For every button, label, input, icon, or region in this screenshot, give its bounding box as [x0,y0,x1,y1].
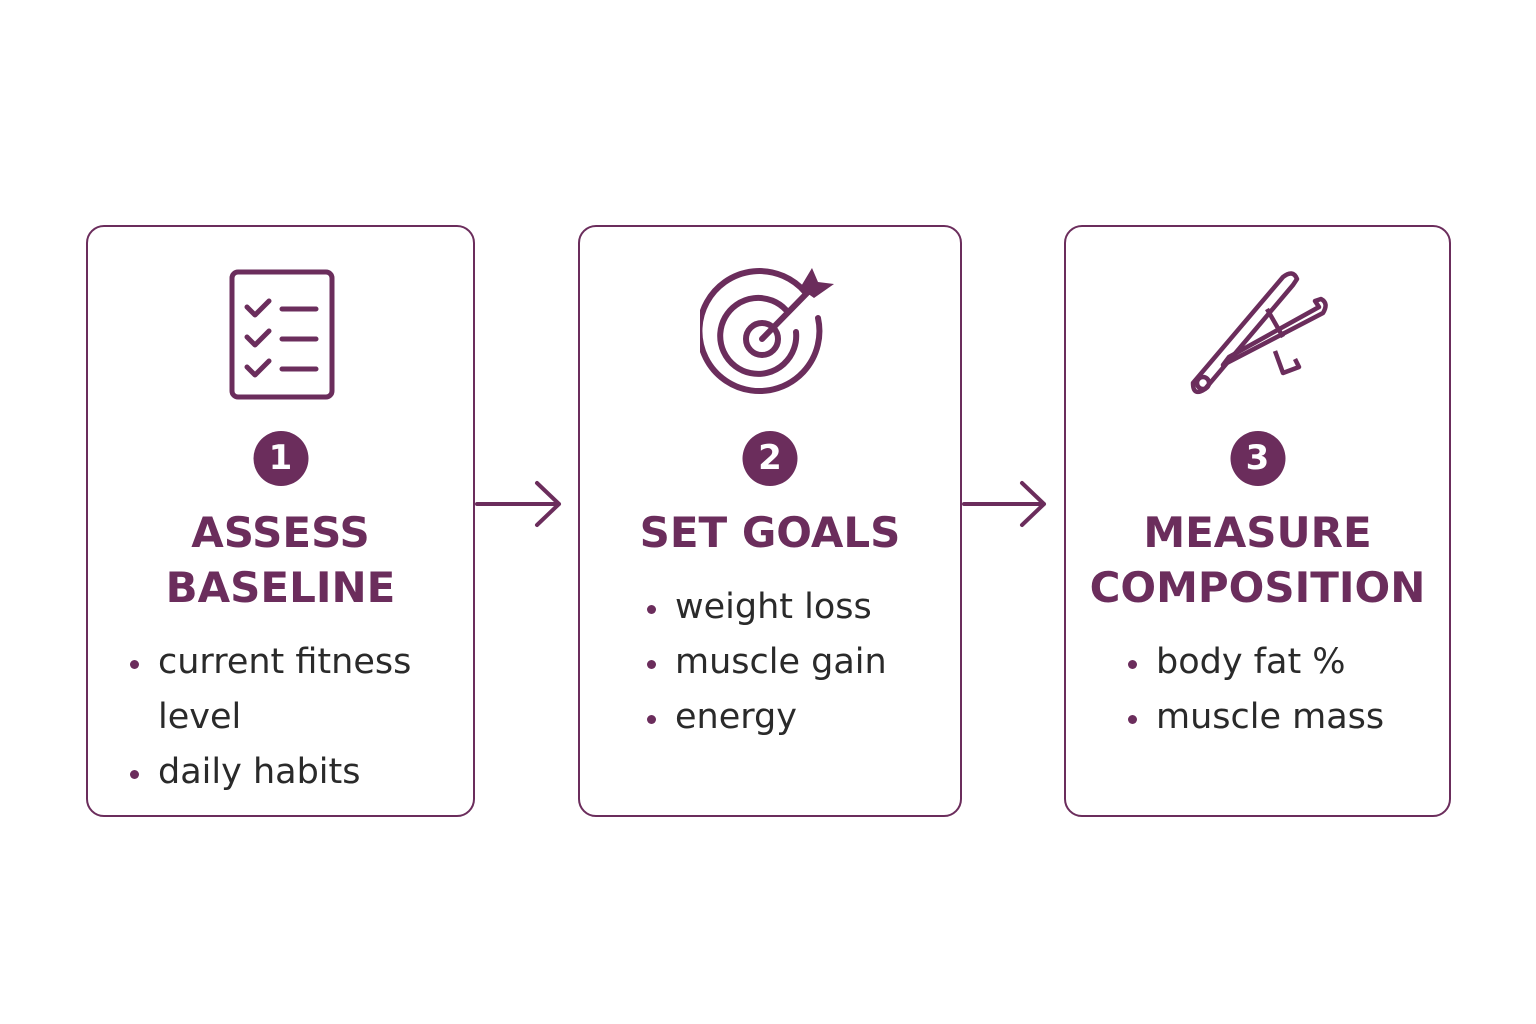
step-number: 1 [253,431,308,486]
step-number: 3 [1230,431,1285,486]
step-card-assess-baseline: 1 ASSESS BASELINE current fitness level … [86,225,475,817]
bullet-list: body fat % muscle mass [1128,635,1438,745]
bullet-list: current fitness level daily habits [130,635,450,800]
arrow-right-icon [962,481,1046,527]
step-title: MEASURE COMPOSITION [1089,508,1426,612]
bullet-list: weight loss muscle gain energy [647,580,947,745]
list-item: body fat % [1128,635,1438,690]
list-item: current fitness level [130,635,450,745]
list-item: weight loss [647,580,947,635]
step-number: 2 [742,431,798,486]
checklist-icon [229,269,335,400]
step-card-measure-composition: 3 MEASURE COMPOSITION body fat % muscle … [1064,225,1451,817]
list-item: muscle mass [1128,690,1438,745]
list-item: energy [647,690,947,745]
step-title: ASSESS BASELINE [165,508,396,612]
step-title: SET GOALS [639,508,901,557]
caliper-icon [1190,271,1328,395]
arrow-right-icon [475,481,561,527]
list-item: daily habits [130,745,450,800]
list-item: muscle gain [647,635,947,690]
target-icon [700,268,834,394]
step-card-set-goals: 2 SET GOALS weight loss muscle gain ener… [578,225,962,817]
